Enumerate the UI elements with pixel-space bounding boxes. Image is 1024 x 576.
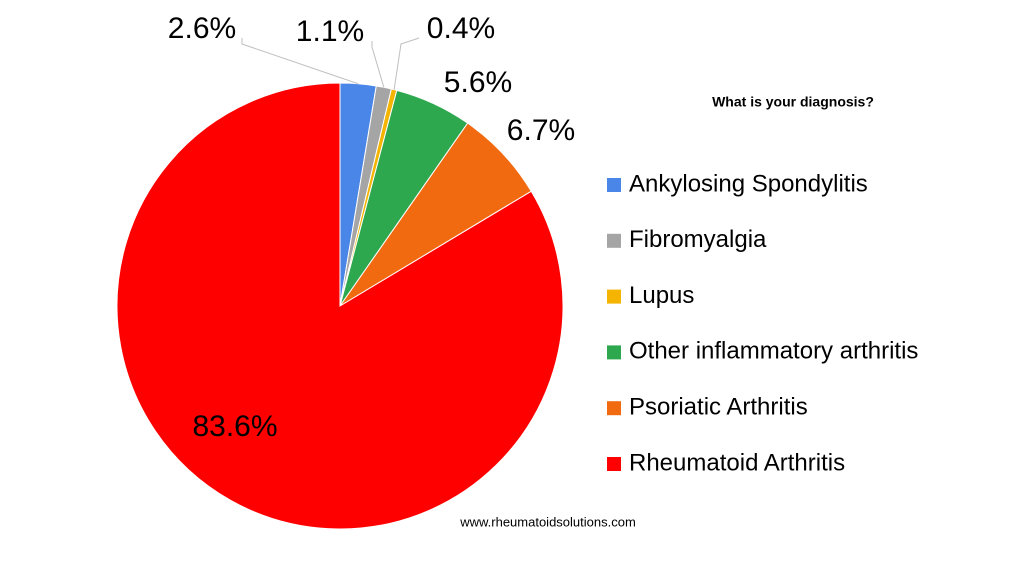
value-label: 2.6% bbox=[168, 12, 236, 45]
leader-line bbox=[371, 41, 385, 88]
chart-title: What is your diagnosis? bbox=[712, 94, 874, 110]
legend-label: Lupus bbox=[629, 282, 694, 309]
value-label: 5.6% bbox=[444, 66, 512, 99]
legend-swatch bbox=[607, 289, 621, 304]
pie-slice bbox=[116, 82, 564, 530]
legend-label: Psoriatic Arthritis bbox=[629, 394, 808, 421]
value-label: 83.6% bbox=[192, 410, 277, 443]
source: www.rheumatoidsolutions.com bbox=[459, 514, 636, 529]
legend-label: Fibromyalgia bbox=[629, 226, 767, 253]
legend-label: Ankylosing Spondylitis bbox=[629, 170, 868, 197]
value-label: 6.7% bbox=[507, 114, 575, 147]
legend-swatch bbox=[607, 178, 621, 192]
leader-line bbox=[393, 37, 420, 90]
legend-label: Other inflammatory arthritis bbox=[629, 338, 918, 365]
legend-swatch bbox=[607, 401, 621, 416]
legend-swatch bbox=[607, 345, 621, 360]
leader-line bbox=[241, 38, 359, 85]
legend-swatch bbox=[607, 457, 621, 471]
value-label: 0.4% bbox=[427, 12, 495, 45]
value-label: 1.1% bbox=[296, 15, 364, 48]
legend-label: Rheumatoid Arthritis bbox=[629, 449, 845, 476]
legend-swatch bbox=[607, 233, 621, 248]
